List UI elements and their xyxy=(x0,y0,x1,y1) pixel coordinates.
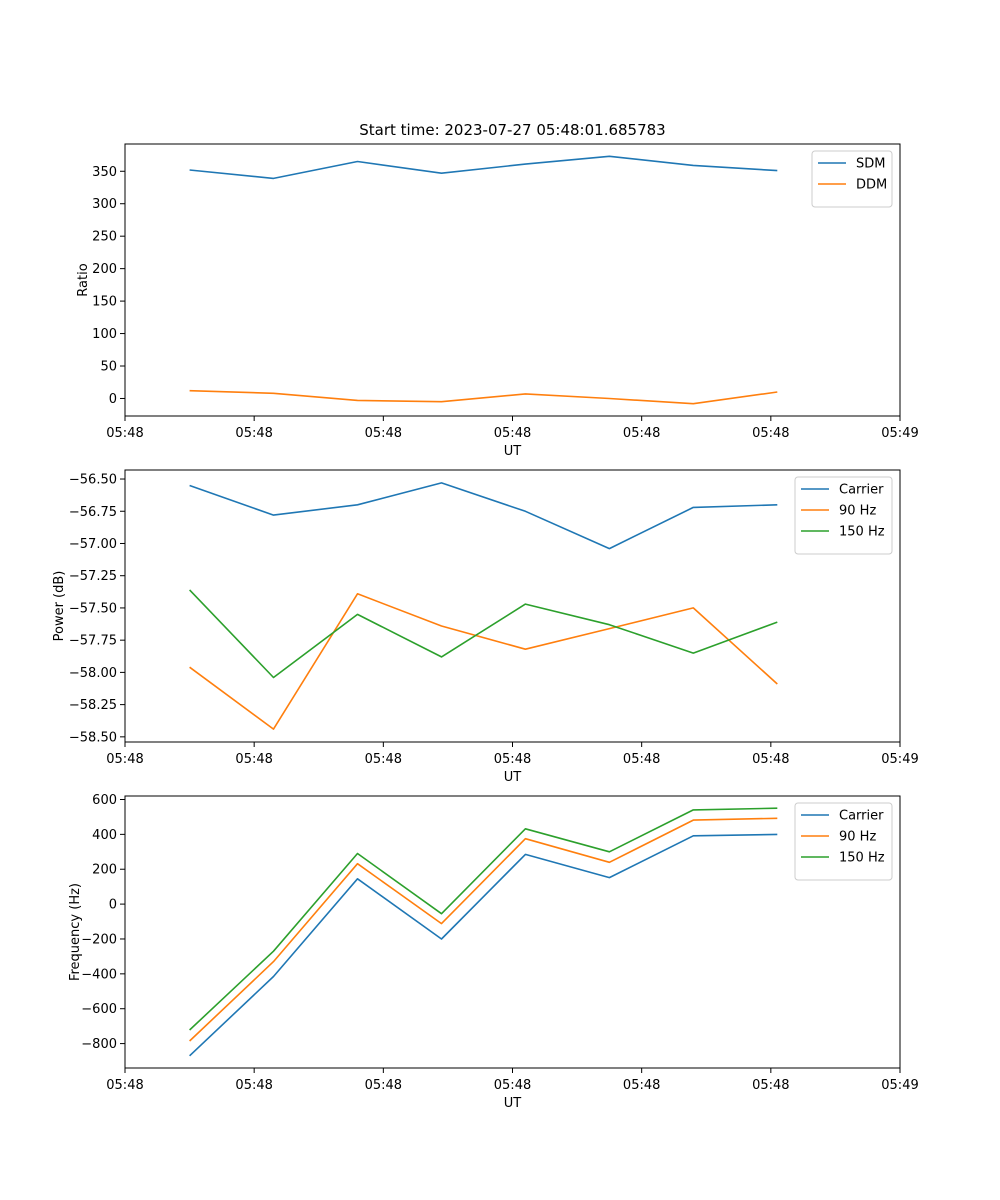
x-tick-label: 05:49 xyxy=(881,1078,918,1093)
x-tick-label: 05:48 xyxy=(623,1078,660,1093)
x-tick-label: 05:48 xyxy=(106,752,143,767)
legend-box xyxy=(811,150,893,208)
x-axis-label: UT xyxy=(504,444,522,459)
y-tick-label: −57.75 xyxy=(69,634,117,649)
x-tick-label: 05:49 xyxy=(881,426,918,441)
axes-frame xyxy=(124,795,901,1069)
x-tick-label: 05:48 xyxy=(365,426,402,441)
series-line-sdm xyxy=(189,155,778,180)
x-tick-label: 05:48 xyxy=(106,1078,143,1093)
y-axis-label: Frequency (Hz) xyxy=(68,883,83,981)
y-tick-label: 300 xyxy=(92,197,117,212)
legend-label-90-hz: 90 Hz xyxy=(839,504,876,519)
legend-label-sdm: SDM xyxy=(856,157,885,172)
axes-frame xyxy=(124,469,901,743)
x-tick-label: 05:48 xyxy=(235,752,272,767)
x-tick-label: 05:48 xyxy=(494,752,531,767)
y-tick-label: −58.00 xyxy=(69,666,117,681)
y-tick-label: −58.25 xyxy=(69,698,117,713)
y-tick-label: −57.25 xyxy=(69,569,117,584)
x-tick-label: 05:48 xyxy=(494,426,531,441)
legend-label-150-hz: 150 Hz xyxy=(839,525,885,540)
y-tick-label: −400 xyxy=(81,967,117,982)
x-tick-label: 05:48 xyxy=(752,426,789,441)
chart-title: Start time: 2023-07-27 05:48:01.685783 xyxy=(359,121,665,139)
y-axis-label: Power (dB) xyxy=(52,571,67,642)
y-tick-label: 350 xyxy=(92,165,117,180)
x-tick-label: 05:48 xyxy=(365,1078,402,1093)
x-axis-label: UT xyxy=(504,1096,522,1111)
series-line-ddm xyxy=(189,389,778,405)
y-tick-label: −58.50 xyxy=(69,730,117,745)
legend-label-carrier: Carrier xyxy=(839,809,884,824)
series-line-carrier xyxy=(189,833,778,1057)
series-line-90-hz xyxy=(189,817,778,1042)
x-tick-label: 05:48 xyxy=(623,426,660,441)
x-tick-label: 05:48 xyxy=(235,1078,272,1093)
frequency-panel: 05:48 05:48 05:48 05:48 05:48 05:48 05:49 −800 −… xyxy=(68,793,919,1111)
x-axis-label: UT xyxy=(504,770,522,785)
y-tick-label: 250 xyxy=(92,230,117,245)
y-axis-label: Ratio xyxy=(76,263,91,296)
legend: Carrier 90 Hz 150 Hz xyxy=(794,476,893,555)
x-tick-label: 05:48 xyxy=(752,1078,789,1093)
x-tick-label: 05:48 xyxy=(494,1078,531,1093)
y-tick-label: −57.50 xyxy=(69,601,117,616)
power-panel: 05:48 05:48 05:48 05:48 05:48 05:48 05:49 −58.5… xyxy=(52,469,919,785)
legend-label-ddm: DDM xyxy=(856,178,887,193)
y-tick-label: 0 xyxy=(109,898,117,913)
x-tick-label: 05:48 xyxy=(752,752,789,767)
axes-frame xyxy=(124,143,901,417)
y-tick-label: −200 xyxy=(81,932,117,947)
legend: SDM DDM xyxy=(811,150,893,208)
y-tick-label: −57.00 xyxy=(69,537,117,552)
x-tick-label: 05:48 xyxy=(235,426,272,441)
legend: Carrier 90 Hz 150 Hz xyxy=(794,802,893,881)
x-tick-label: 05:48 xyxy=(365,752,402,767)
y-tick-label: 50 xyxy=(100,360,117,375)
series-line-carrier xyxy=(189,482,778,550)
y-tick-label: 600 xyxy=(92,793,117,808)
y-tick-label: 100 xyxy=(92,327,117,342)
y-tick-label: 200 xyxy=(92,262,117,277)
legend-box xyxy=(794,802,893,881)
y-tick-label: 400 xyxy=(92,828,117,843)
y-tick-label: 150 xyxy=(92,295,117,310)
legend-label-150-hz: 150 Hz xyxy=(839,851,885,866)
y-tick-label: −600 xyxy=(81,1002,117,1017)
legend-box xyxy=(794,476,893,555)
ratio-panel: Start time: 2023-07-27 05:48:01.68578305… xyxy=(76,121,919,459)
series-line-150-hz xyxy=(189,589,778,679)
y-tick-label: 200 xyxy=(92,863,117,878)
y-tick-label: −56.50 xyxy=(69,473,117,488)
y-tick-label: −800 xyxy=(81,1037,117,1052)
legend-label-90-hz: 90 Hz xyxy=(839,830,876,845)
series-line-90-hz xyxy=(189,592,778,730)
x-tick-label: 05:48 xyxy=(106,426,143,441)
x-tick-label: 05:49 xyxy=(881,752,918,767)
y-tick-label: −56.75 xyxy=(69,505,117,520)
series-line-150-hz xyxy=(189,807,778,1031)
x-tick-label: 05:48 xyxy=(623,752,660,767)
y-tick-label: 0 xyxy=(109,392,117,407)
legend-label-carrier: Carrier xyxy=(839,483,884,498)
